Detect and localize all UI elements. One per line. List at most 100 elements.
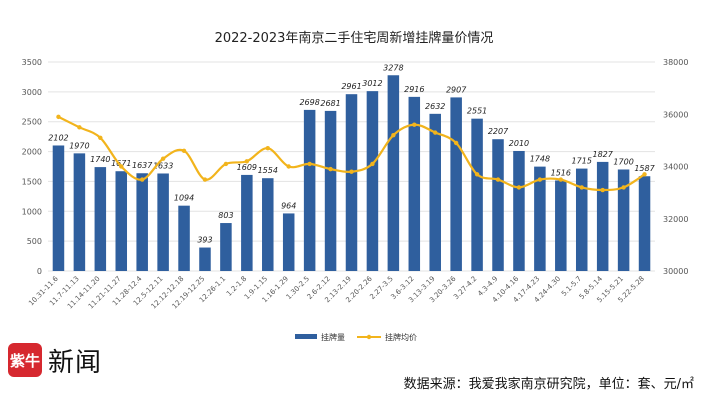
price-point [600,187,605,193]
right-tick-label: 30000 [663,267,688,276]
price-point [642,172,647,177]
price-point [433,130,438,135]
bar [429,113,441,271]
price-point [558,177,564,182]
bar [262,178,274,271]
bar-value-label: 2010 [509,139,529,148]
bar [617,169,630,271]
bar [471,118,483,271]
bar-value-label: 393 [197,236,212,245]
bar-value-label: 1609 [237,163,257,172]
left-tick-label: 1000 [22,207,42,216]
bar [513,150,525,271]
bar-value-label: 2698 [299,98,319,107]
price-point [391,132,396,138]
bar [596,161,609,271]
price-point [516,185,522,190]
bar-value-label: 1637 [132,161,153,170]
x-axis-labels: 10.31-11.611.7-11.1311.14-11.2011.21-11.… [27,274,646,310]
brand-logo: 紫牛 新闻 [8,340,102,380]
bar-value-label: 2907 [446,85,467,94]
price-point [265,146,270,151]
bar-value-label: 2102 [48,133,68,142]
bar [366,91,379,272]
price-point [537,177,543,182]
bar-value-label: 2207 [488,127,509,136]
bar-value-label: 3278 [383,63,403,72]
bar [555,180,567,271]
bar [157,173,169,271]
price-point [244,159,250,164]
bar-value-label: 2961 [341,82,361,91]
legend-line-marker [366,334,372,340]
right-tick-label: 38000 [663,58,688,67]
x-tick-label: 3.27-4.2 [452,275,478,301]
left-axis: 0 500 1000 1500 2000 2500 3000 3500 [22,58,42,276]
bar-value-label: 1587 [634,164,655,173]
logo-badge: 紫牛 [8,343,42,377]
bar-value-label: 1094 [174,194,194,203]
data-source-note: 数据来源：我爱我家南京研究院，单位：套、元/㎡ [403,377,694,392]
price-point [160,156,166,161]
legend-line-label: 挂牌均价 [385,332,417,342]
left-tick-label: 2500 [22,118,42,127]
bar-value-label: 1633 [153,161,173,170]
bar [450,97,462,271]
legend: 挂牌量 挂牌均价 [295,332,417,342]
bar [638,176,651,271]
left-tick-label: 3000 [22,88,42,97]
price-point [202,177,208,182]
price-point [474,172,480,177]
bar [282,213,295,271]
bar-value-label: 1516 [551,168,571,177]
line-series [56,114,647,193]
price-point [579,185,584,190]
price-point [412,122,417,127]
bar-value-label: 1554 [258,166,278,175]
bar [115,171,128,271]
bar [94,167,107,271]
left-tick-label: 2000 [22,148,42,157]
price-point [495,177,501,182]
left-tick-label: 500 [27,237,42,246]
legend-bar-swatch [295,334,317,339]
bar [408,96,421,272]
bar [52,145,65,271]
price-point [286,164,291,169]
bar [575,168,588,271]
bar [136,173,148,271]
bar [303,109,316,271]
price-point [307,161,312,167]
price-point [77,125,82,130]
chart-title: 2022-2023年南京二手住宅周新增挂牌量价情况 [215,30,494,46]
bar-value-label: 1740 [90,155,110,164]
bar [324,110,337,271]
bar-value-label: 2632 [425,102,445,111]
bar-value-label: 2681 [320,99,340,108]
left-tick-label: 0 [37,267,42,276]
price-point [328,166,333,172]
bar-value-label: 1748 [530,155,550,164]
price-point [370,161,375,167]
right-tick-label: 36000 [663,110,688,119]
price-point [56,114,61,120]
logo-text: 新闻 [48,347,103,378]
price-point [98,135,103,140]
bar [220,223,232,271]
price-point [139,177,145,182]
bar [492,139,504,271]
bar [387,75,400,272]
bar-value-label: 1715 [572,157,592,166]
price-point [119,164,124,169]
left-tick-label: 1500 [22,177,42,186]
bar-value-label: 2916 [404,85,424,94]
legend-bar-label: 挂牌量 [321,332,345,342]
bar [73,153,86,271]
right-axis: 30000 32000 34000 36000 38000 [663,58,688,276]
bar-value-label: 1700 [613,157,633,166]
bar [241,174,253,271]
price-point [621,185,626,190]
left-tick-label: 3500 [22,58,42,67]
